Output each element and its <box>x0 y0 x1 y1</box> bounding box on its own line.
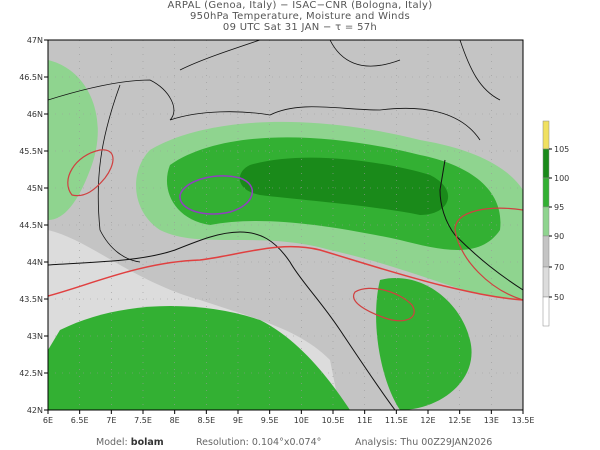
colorbar-label: 70 <box>554 263 564 272</box>
lat-label: 43N <box>27 332 43 341</box>
lon-label: 6.5E <box>71 416 89 425</box>
colorbar-segment <box>542 235 550 268</box>
lat-label: 42.5N <box>19 369 43 378</box>
red-contour-main <box>48 245 523 301</box>
model-info: Model: bolam <box>96 437 164 448</box>
title-line-3: 09 UTC Sat 31 JAN − τ = 57h <box>222 22 378 33</box>
colorbar-segment <box>542 120 550 150</box>
resolution-label: Resolution: <box>196 437 249 448</box>
lon-label: 7.5E <box>134 416 152 425</box>
green-area-west <box>48 60 98 220</box>
lat-label: 46.5N <box>19 73 43 82</box>
lon-label: 9E <box>233 416 243 425</box>
red-contour-east <box>454 207 523 301</box>
colorbar-segment <box>542 177 550 208</box>
longitude-labels: 6E 6.5E 7E 7.5E 8E 8.5E 9E 9.5E 10E 10.5E 11E 11.5E… <box>43 410 535 425</box>
colorbar-segment <box>542 148 550 179</box>
lon-label: 13E <box>484 416 499 425</box>
resolution-info: Resolution: 0.104°x0.074° <box>196 437 321 448</box>
lat-label: 44.5N <box>19 221 43 230</box>
colorbar-segment <box>542 296 550 327</box>
analysis-info: Analysis: Thu 00Z29JAN2026 <box>355 437 492 448</box>
latitude-labels: 47N 46.5N 46N 45.5N 45N 44.5N 44N 43.5N 43N 42.5N… <box>19 36 48 415</box>
red-contour-central <box>352 287 415 322</box>
lat-label: 45N <box>27 184 43 193</box>
lon-label: 10E <box>294 416 309 425</box>
lat-label: 45.5N <box>19 147 43 156</box>
lon-label: 6E <box>43 416 53 425</box>
resolution-value: 0.104°x0.074° <box>251 437 322 448</box>
colorbar-segment <box>542 266 550 298</box>
purple-contour <box>179 175 254 215</box>
title-line-1: ARPAL (Genoa, Italy) − ISAC−CNR (Bologna… <box>167 0 433 11</box>
lon-label: 10.5E <box>322 416 345 425</box>
lon-label: 9.5E <box>261 416 279 425</box>
green-area-south <box>48 306 350 410</box>
lon-label: 8.5E <box>197 416 215 425</box>
lat-label: 42N <box>27 406 43 415</box>
graticule <box>48 40 523 410</box>
analysis-value: Thu 00Z29JAN2026 <box>400 437 493 448</box>
lon-label: 11E <box>357 416 372 425</box>
lon-label: 13.5E <box>512 416 535 425</box>
colorbar-segment <box>542 206 550 237</box>
lon-label: 11.5E <box>385 416 408 425</box>
lon-label: 12E <box>420 416 435 425</box>
lon-label: 12.5E <box>448 416 471 425</box>
lat-label: 46N <box>27 110 43 119</box>
coastline <box>48 159 523 410</box>
colorbar-label: 105 <box>554 145 569 154</box>
red-contour-nw <box>67 149 114 197</box>
lon-label: 7E <box>106 416 116 425</box>
dark-green-area <box>239 157 449 215</box>
analysis-label: Analysis: <box>355 437 398 448</box>
model-value: bolam <box>130 437 164 448</box>
lat-label: 47N <box>27 36 43 45</box>
colorbar: 105 100 95 90 70 50 <box>542 120 569 327</box>
green-area-se <box>376 278 472 410</box>
colorbar-label: 95 <box>554 203 564 212</box>
title-line-2: 950hPa Temperature, Moisture and Winds <box>190 11 410 22</box>
model-label: Model: <box>96 437 128 448</box>
colorbar-label: 50 <box>554 293 564 302</box>
weather-map: 47N 46.5N 46N 45.5N 45N 44.5N 44N 43.5N 43N 42.5N… <box>19 36 569 425</box>
lat-label: 43.5N <box>19 295 43 304</box>
colorbar-label: 90 <box>554 232 564 241</box>
colorbar-label: 100 <box>554 174 569 183</box>
border-lines <box>48 40 501 263</box>
lat-label: 44N <box>27 258 43 267</box>
lon-label: 8E <box>170 416 180 425</box>
